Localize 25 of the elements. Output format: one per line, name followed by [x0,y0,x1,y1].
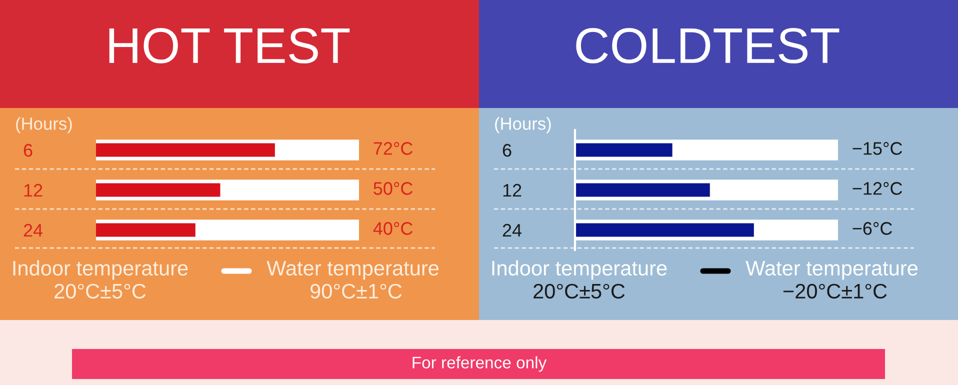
text: −15°C [852,142,902,155]
text: Water temperature [746,261,918,280]
data-label: 40°C [373,222,413,235]
chart-title: COLDTEST [576,28,840,64]
y-tick-label: 24 [502,224,522,237]
text: 90°C±1°C [310,284,402,299]
data-label: 50°C [374,182,413,195]
y-tick-label: 24 [24,224,43,237]
text: −20°C±1°C [783,284,887,299]
text: 20°C±5°C [534,284,625,299]
y-tick-label: 12 [24,184,42,197]
data-label: 72°C [374,142,413,155]
text: Indoor temperature [492,260,667,280]
text: Indoor temperature [13,260,188,280]
text: −12°C [852,182,902,195]
text: For reference only [412,356,547,372]
y-tick-label: 6 [502,144,512,157]
y-axis-title: (Hours) [495,117,551,134]
chart-title: HOT TEST [109,28,350,64]
y-axis-title: (Hours) [16,117,72,134]
y-tick-label: 6 [24,144,32,157]
text: 20°C±5°C [54,284,146,299]
text: −6°C [852,222,892,235]
text: Water temperature [266,261,439,280]
y-tick-label: 12 [503,184,522,197]
